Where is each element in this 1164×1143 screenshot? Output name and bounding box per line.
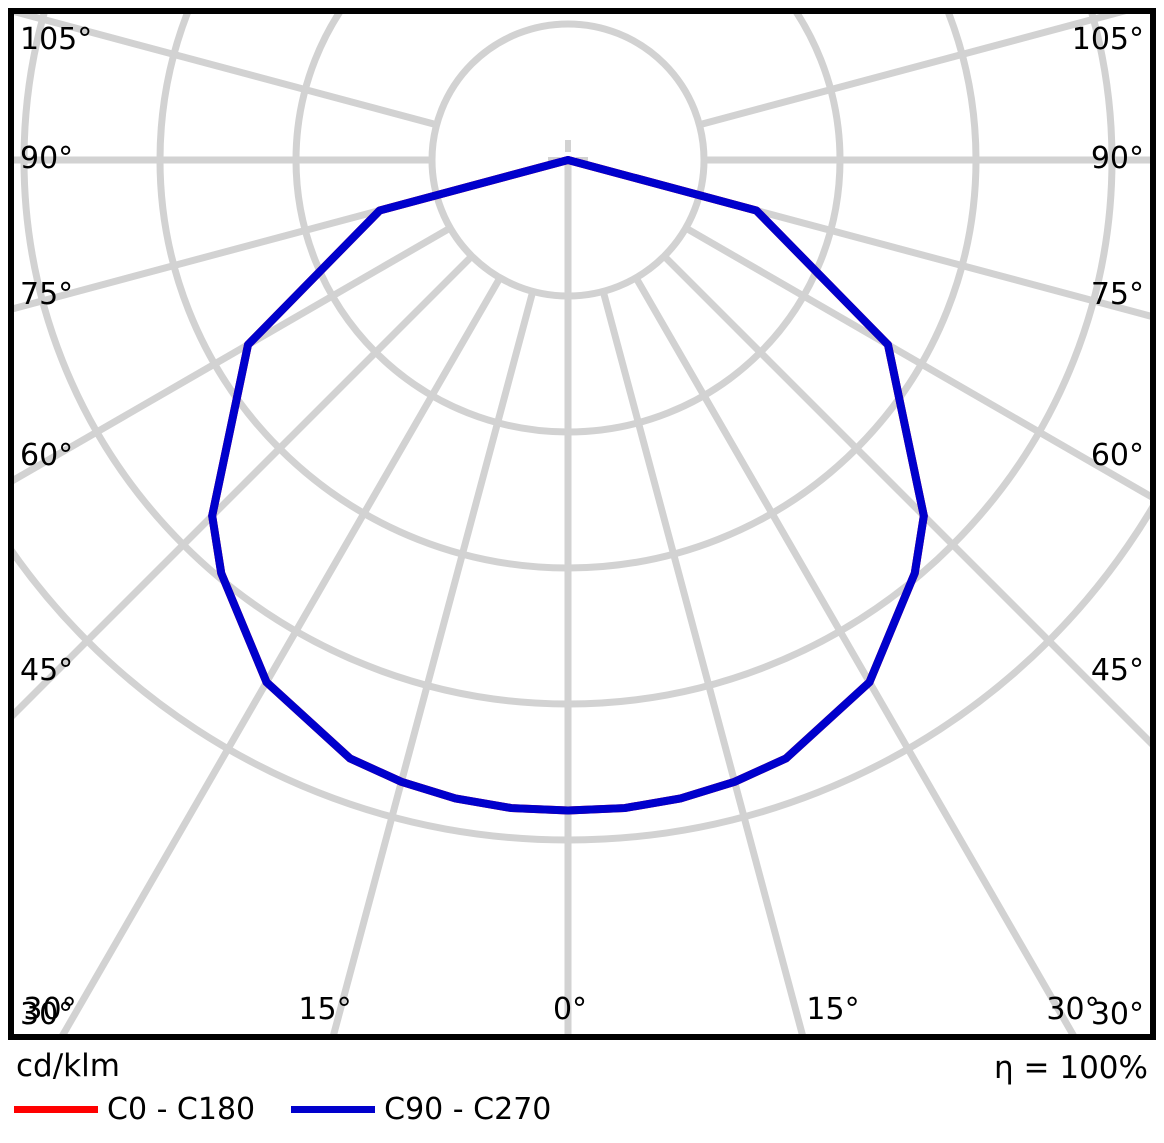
legend-item-label: C90 - C270 <box>384 1092 552 1127</box>
plot-frame <box>8 8 1156 1040</box>
left-tick-label: 105° <box>20 22 93 57</box>
left-tick-label: 30° <box>20 997 74 1032</box>
legend-color-swatch <box>291 1106 376 1113</box>
right-tick-label: 90° <box>1090 141 1144 176</box>
bottom-tick-label: 30° <box>23 992 77 1027</box>
right-tick-label: 105° <box>1071 22 1144 57</box>
left-tick-label: 75° <box>20 277 74 312</box>
legend-item[interactable]: C0 - C180 <box>14 1092 291 1127</box>
left-tick-label: 60° <box>20 438 74 473</box>
right-tick-label: 75° <box>1090 277 1144 312</box>
bottom-tick-label: 15° <box>806 992 860 1027</box>
bottom-tick-label: 30° <box>1046 992 1100 1027</box>
legend-item-label: C0 - C180 <box>107 1092 256 1127</box>
legend: C0 - C180 C90 - C270 <box>14 1092 587 1127</box>
left-tick-label: 45° <box>20 653 74 688</box>
bottom-tick-label: 15° <box>298 992 352 1027</box>
right-tick-label: 60° <box>1090 438 1144 473</box>
legend-color-swatch <box>14 1106 98 1113</box>
bottom-tick-label: 0° <box>552 992 588 1027</box>
right-tick-label: 30° <box>1090 997 1144 1032</box>
right-tick-label: 45° <box>1090 653 1144 688</box>
intensity-unit-label: cd/klm <box>16 1048 120 1084</box>
efficiency-label: η = 100% <box>994 1050 1148 1086</box>
legend-item[interactable]: C90 - C270 <box>291 1092 587 1127</box>
left-tick-label: 90° <box>20 141 74 176</box>
chart-footer: cd/klm η = 100% C0 - C180 C90 - C270 <box>0 1040 1164 1143</box>
